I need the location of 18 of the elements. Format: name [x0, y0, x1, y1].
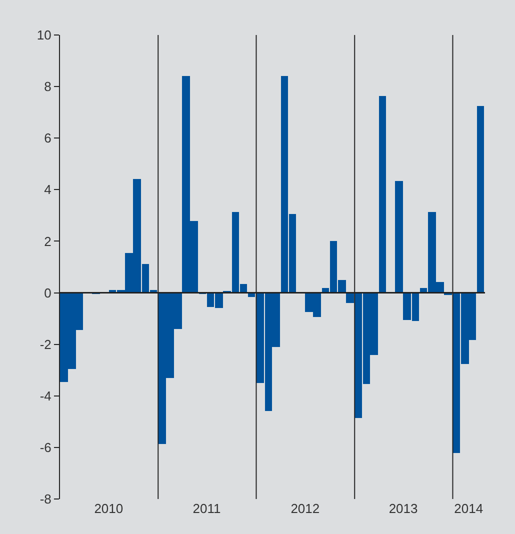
y-tick-label: -6	[40, 440, 52, 455]
y-tick-label: 6	[44, 130, 52, 146]
x-tick-label: 2011	[192, 501, 221, 516]
x-tick-label: 2014	[454, 501, 484, 516]
y-tick-label: -8	[40, 492, 52, 507]
bar	[395, 181, 403, 293]
y-tick-label: 8	[44, 79, 52, 94]
y-tick-label: -2	[40, 336, 52, 352]
x-tick-label: 2013	[388, 501, 418, 516]
y-tick-label: -4	[40, 388, 52, 404]
x-tick-label: 2010	[94, 501, 124, 516]
y-tick-label: 2	[44, 234, 52, 249]
y-tick-label: 0	[44, 285, 52, 300]
y-tick-label: 4	[44, 182, 52, 198]
bar	[379, 96, 386, 293]
x-tick-label: 2012	[290, 501, 320, 516]
bar	[477, 106, 484, 293]
y-tick-label: 10	[36, 28, 52, 43]
